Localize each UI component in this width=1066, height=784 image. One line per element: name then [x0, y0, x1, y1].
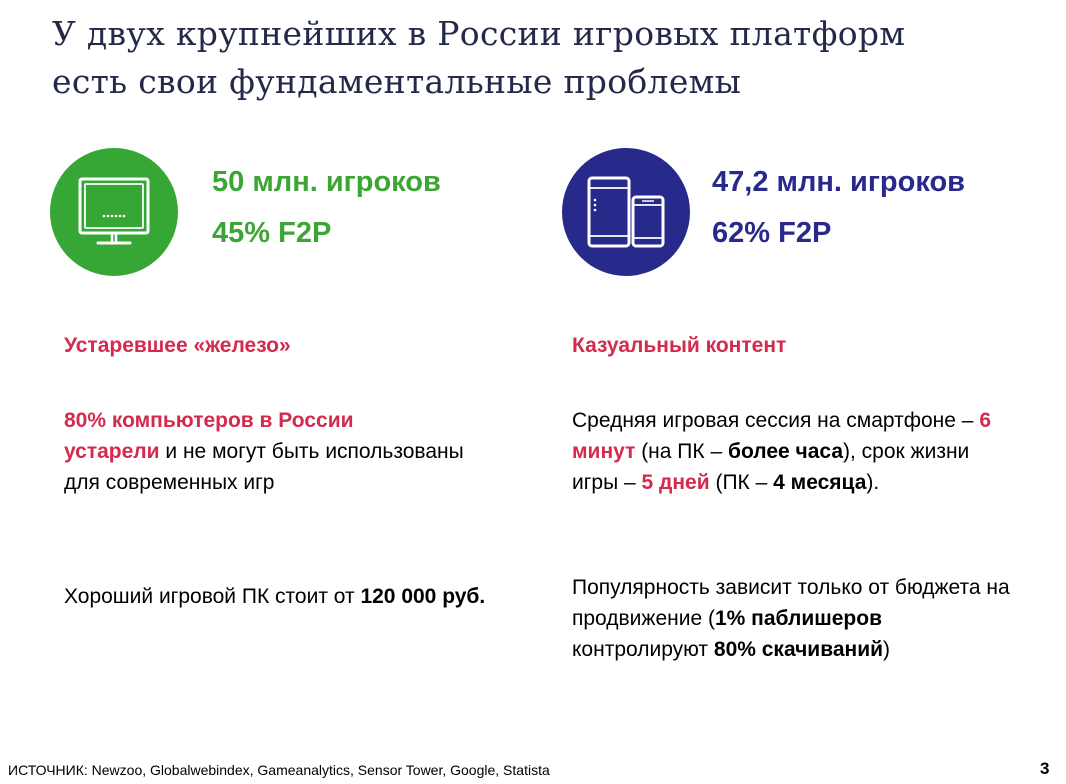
pc-problem-heading: Устаревшее «железо» [64, 334, 291, 357]
slide-title: У двух крупнейших в России игровых платф… [52, 10, 1032, 106]
pc-f2p-share: 45% F2P [212, 217, 332, 249]
mobile-session-text: Средняя игровая сессия на смартфоне – 6 … [572, 409, 991, 494]
pc-players-count: 50 млн. игроков [212, 166, 441, 198]
mobile-platform-circle [562, 148, 690, 276]
smartphone-tablet-icon [587, 176, 665, 248]
mobile-problem-heading: Казуальный контент [572, 334, 787, 357]
pc-price-text: Хороший игровой ПК стоит от 120 000 руб. [64, 585, 486, 608]
title-line-1: У двух крупнейших в России игровых платф… [52, 14, 906, 53]
mobile-players-count: 47,2 млн. игроков [712, 166, 966, 198]
monitor-icon [78, 177, 150, 245]
page-number: 3 [1040, 759, 1050, 778]
title-line-2: есть свои фундаментальные проблемы [52, 62, 742, 101]
pc-outdated-hardware-text: 80% компьютеров в России устарели и не мо… [64, 409, 464, 494]
mobile-f2p-share: 62% F2P [712, 217, 832, 249]
source-footnote: ИСТОЧНИК: Newzoo, Globalwebindex, Gamean… [8, 762, 550, 778]
mobile-popularity-text: Популярность зависит только от бюджета н… [572, 576, 1010, 661]
pc-platform-circle [50, 148, 178, 276]
